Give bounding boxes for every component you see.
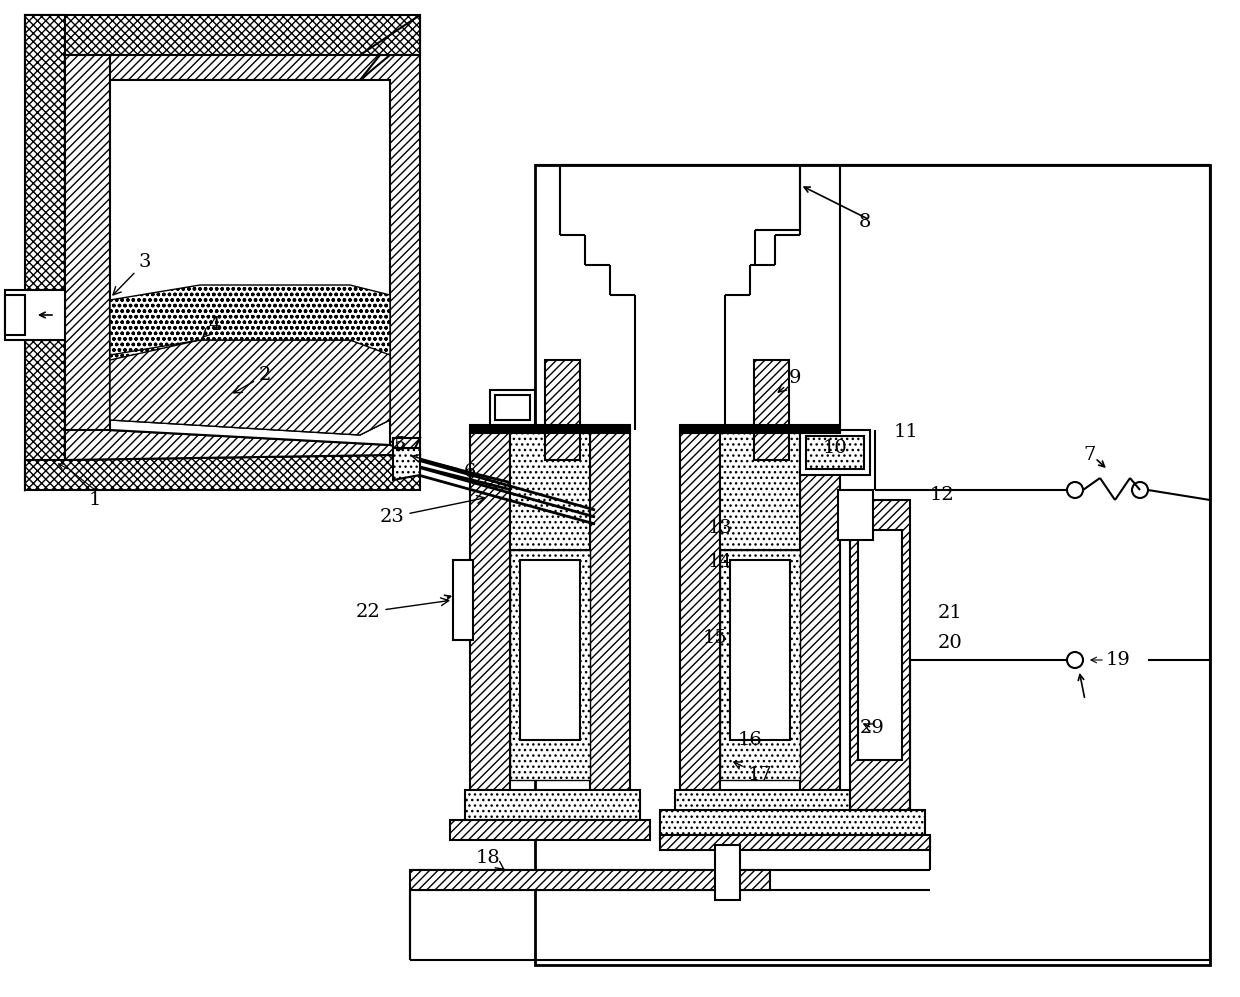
Polygon shape — [360, 15, 420, 55]
Text: 10: 10 — [822, 439, 847, 457]
Polygon shape — [64, 55, 379, 80]
Bar — [680, 425, 839, 433]
Polygon shape — [25, 15, 420, 80]
Bar — [510, 550, 590, 780]
Polygon shape — [360, 55, 420, 460]
Bar — [800, 430, 870, 475]
Bar — [490, 390, 534, 425]
Text: 8: 8 — [859, 213, 872, 231]
Polygon shape — [25, 15, 64, 490]
Text: 19: 19 — [1106, 651, 1131, 669]
Bar — [660, 820, 861, 840]
Polygon shape — [110, 80, 391, 445]
Text: 9: 9 — [779, 369, 801, 392]
Text: 21: 21 — [937, 604, 962, 622]
Bar — [5, 290, 64, 340]
Polygon shape — [110, 285, 391, 355]
Bar — [838, 490, 873, 540]
Text: 16: 16 — [738, 731, 763, 749]
Bar — [849, 500, 910, 810]
Text: 14: 14 — [708, 553, 733, 571]
Polygon shape — [393, 438, 420, 448]
Text: 11: 11 — [894, 423, 919, 441]
Text: 15: 15 — [703, 629, 728, 647]
Polygon shape — [64, 430, 420, 460]
Bar — [720, 430, 800, 550]
Bar — [510, 430, 590, 550]
Text: 18: 18 — [476, 849, 503, 869]
Bar — [660, 810, 925, 835]
Text: 20: 20 — [937, 634, 962, 652]
Bar — [858, 530, 901, 760]
Bar — [730, 560, 790, 740]
Bar — [675, 790, 849, 820]
Bar — [465, 790, 640, 820]
Bar — [520, 560, 580, 740]
Text: 29: 29 — [859, 719, 884, 737]
Bar — [800, 430, 839, 790]
Bar — [470, 430, 510, 790]
Text: 17: 17 — [734, 762, 773, 784]
Bar — [660, 835, 930, 850]
Text: 4: 4 — [203, 316, 221, 337]
Bar — [715, 845, 740, 900]
Bar — [470, 425, 630, 433]
Bar — [5, 295, 25, 335]
Bar — [590, 430, 630, 790]
Text: 6: 6 — [412, 455, 476, 481]
Bar — [720, 550, 800, 780]
Polygon shape — [393, 448, 420, 480]
Bar — [495, 395, 529, 420]
Bar — [546, 360, 580, 460]
Polygon shape — [64, 55, 110, 460]
Text: 12: 12 — [930, 486, 955, 504]
Text: 2: 2 — [234, 366, 272, 393]
Bar — [450, 820, 650, 840]
Bar — [806, 436, 864, 469]
Text: 3: 3 — [113, 253, 151, 295]
Polygon shape — [110, 340, 391, 435]
Bar — [453, 560, 472, 640]
Text: 22: 22 — [356, 598, 449, 621]
Text: 23: 23 — [379, 496, 485, 526]
Bar — [680, 430, 720, 790]
Text: 13: 13 — [708, 519, 733, 537]
Bar — [754, 360, 789, 460]
Bar — [534, 165, 1210, 965]
Bar — [410, 870, 770, 890]
Text: 1: 1 — [89, 491, 102, 509]
Text: 7: 7 — [1084, 446, 1096, 464]
Polygon shape — [110, 290, 391, 435]
Text: 5: 5 — [394, 436, 407, 454]
Polygon shape — [25, 455, 420, 490]
